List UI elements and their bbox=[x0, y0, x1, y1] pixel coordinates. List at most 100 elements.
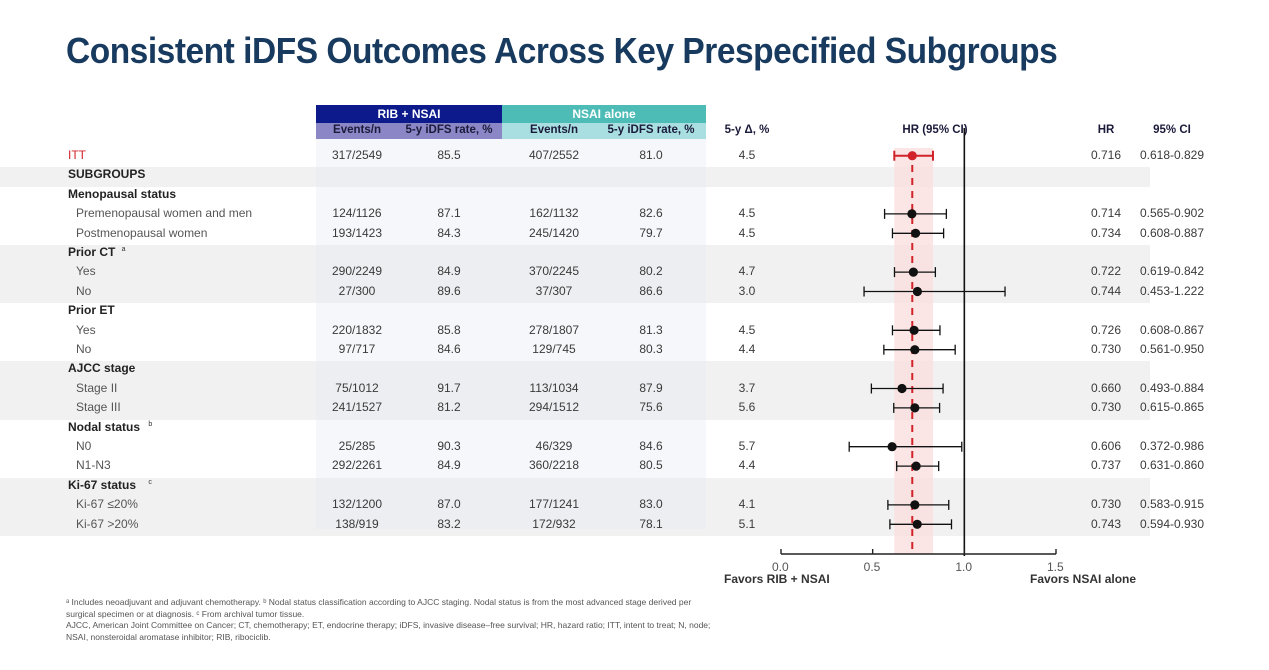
rib-rate-cell: 87.1 bbox=[437, 206, 461, 221]
hr-point bbox=[909, 325, 919, 335]
row-label: Prior CT bbox=[68, 245, 116, 259]
table-row: Premenopausal women and men 124/1126 87.1 1… bbox=[0, 204, 1269, 223]
favors-right-label: Favors NSAI alone bbox=[1030, 572, 1137, 586]
rib-rate-cell: 84.9 bbox=[437, 264, 461, 279]
col-header-nsai-events: Events/n bbox=[530, 124, 578, 136]
footnote-abc: ᵃ Includes neoadjuvant and adjuvant chem… bbox=[66, 597, 692, 619]
rib-rate-cell: 84.6 bbox=[437, 342, 461, 356]
rib-events-cell: 27/300 bbox=[338, 283, 376, 298]
delta-cell: 3.7 bbox=[738, 380, 756, 395]
hr-cell: 0.730 bbox=[1090, 497, 1122, 512]
hr-cell: 0.716 bbox=[1090, 148, 1122, 162]
row-label: Menopausal status bbox=[68, 186, 177, 201]
delta-cell: 4.5 bbox=[738, 225, 756, 240]
delta-cell: 4.5 bbox=[738, 148, 756, 162]
row-label: Prior ET bbox=[68, 303, 115, 318]
ci-cell: 0.615-0.865 bbox=[1139, 400, 1205, 415]
footnote-marker: a bbox=[121, 246, 126, 253]
nsai-events-cell: 370/2245 bbox=[528, 264, 580, 279]
ci-cell: 0.631-0.860 bbox=[1139, 458, 1205, 473]
favors-left-label: Favors RIB + NSAI bbox=[724, 572, 830, 586]
nsai-events-cell: 129/745 bbox=[532, 342, 576, 356]
nsai-events-cell: 360/2218 bbox=[528, 458, 580, 473]
rib-events-cell: 220/1832 bbox=[331, 322, 383, 337]
nsai-rate-cell: 80.2 bbox=[639, 264, 663, 279]
table-row: No 97/717 84.6 129/745 80.3 4.4 0.730 0.561-0.9… bbox=[0, 340, 1269, 359]
hr-point bbox=[912, 519, 922, 529]
hr-cell: 0.606 bbox=[1090, 439, 1122, 453]
nsai-events-cell: 177/1241 bbox=[528, 497, 580, 512]
table-row: No 27/300 89.6 37/307 86.6 3.0 0.744 0.453-1.22… bbox=[0, 282, 1269, 301]
x-tick-label: 0.0 bbox=[772, 560, 789, 574]
row-label: Postmenopausal women bbox=[76, 225, 208, 240]
rib-events-cell: 290/2249 bbox=[331, 264, 383, 279]
ci-cell: 0.561-0.950 bbox=[1139, 342, 1205, 356]
table-row: Yes 290/2249 84.9 370/2245 80.2 4.7 0.722 0.619… bbox=[0, 262, 1269, 281]
nsai-alone-arm-header: NSAI alone bbox=[502, 105, 706, 123]
footnote-marker: c bbox=[148, 478, 152, 486]
hr-point bbox=[910, 500, 920, 510]
table-row: Postmenopausal women 193/1423 84.3 245/1420… bbox=[0, 224, 1269, 243]
hr-cell: 0.737 bbox=[1090, 458, 1122, 473]
row-label: Ki-67 ≤20% bbox=[76, 497, 138, 512]
hr-cell: 0.660 bbox=[1090, 380, 1122, 395]
table-row: Ki-67 >20% 138/919 83.2 172/932 78.1 5.1 0.743… bbox=[0, 515, 1269, 534]
table-row: N1-N3 292/2261 84.9 360/2218 80.5 4.4 0.737 0.6… bbox=[0, 456, 1269, 475]
nsai-rate-cell: 81.0 bbox=[639, 148, 663, 162]
x-tick-label: 0.5 bbox=[863, 560, 881, 574]
nsai-rate-cell: 84.6 bbox=[639, 439, 663, 453]
rib-events-cell: 193/1423 bbox=[331, 225, 383, 240]
delta-cell: 3.0 bbox=[738, 283, 756, 298]
delta-cell: 4.4 bbox=[738, 342, 756, 356]
ci-cell: 0.453-1.222 bbox=[1139, 283, 1205, 298]
nsai-events-cell: 113/1034 bbox=[529, 380, 579, 395]
nsai-rate-cell: 80.3 bbox=[639, 342, 663, 356]
col-header-hr-ci: HR (95% CI) bbox=[902, 124, 968, 136]
footnote-abbreviations: AJCC, American Joint Committee on Cancer… bbox=[66, 620, 711, 642]
nsai-rate-cell: 79.7 bbox=[639, 225, 663, 240]
hr-point bbox=[910, 403, 920, 413]
nsai-rate-cell: 75.6 bbox=[639, 400, 663, 415]
hr-cell: 0.730 bbox=[1090, 342, 1122, 356]
hr-cell: 0.730 bbox=[1090, 400, 1122, 415]
col-header-hr: HR bbox=[1097, 124, 1115, 136]
row-label: No bbox=[76, 342, 92, 356]
group-row: Prior ET bbox=[0, 301, 1269, 320]
hr-cell: 0.722 bbox=[1090, 264, 1122, 279]
itt-row: ITT 317/2549 85.5 407/2552 81.0 4.5 0.716 0.618… bbox=[0, 146, 1269, 165]
row-label: ITT bbox=[68, 148, 86, 162]
ci-cell: 0.493-0.884 bbox=[1139, 380, 1205, 395]
delta-cell: 5.7 bbox=[738, 439, 756, 453]
x-tick-label: 1.5 bbox=[1047, 560, 1064, 574]
rib-rate-cell: 89.6 bbox=[437, 283, 461, 298]
arm-columns-shading bbox=[316, 139, 706, 529]
group-row: Nodal status b bbox=[0, 418, 1269, 437]
hr-point bbox=[887, 442, 897, 452]
nsai-events-cell: 278/1807 bbox=[528, 322, 580, 337]
nsai-rate-cell: 87.9 bbox=[639, 380, 663, 395]
nsai-rate-cell: 83.0 bbox=[639, 497, 663, 512]
table-row: Stage III 241/1527 81.2 294/1512 75.6 5.6 0.73… bbox=[0, 398, 1269, 417]
footnotes: ᵃ Includes neoadjuvant and adjuvant chem… bbox=[66, 597, 716, 643]
row-label: Ki-67 >20% bbox=[76, 516, 139, 531]
rib-nsai-arm-header: RIB + NSAI bbox=[316, 105, 502, 123]
rib-events-cell: 124/1126 bbox=[332, 206, 382, 221]
hr-point bbox=[907, 209, 917, 219]
rib-subheader-bar bbox=[316, 123, 502, 139]
hr-cell: 0.743 bbox=[1090, 516, 1122, 531]
hr-cell: 0.726 bbox=[1090, 322, 1122, 337]
rib-events-cell: 25/285 bbox=[338, 439, 376, 453]
ci-cell: 0.372-0.986 bbox=[1139, 439, 1205, 453]
row-label: N0 bbox=[76, 439, 92, 453]
rib-events-cell: 241/1527 bbox=[331, 400, 383, 415]
nsai-events-cell: 162/1132 bbox=[529, 206, 579, 221]
hr-point bbox=[911, 461, 921, 471]
rib-events-cell: 75/1012 bbox=[335, 380, 379, 395]
rib-rate-cell: 90.3 bbox=[437, 439, 461, 453]
table-row: N0 25/285 90.3 46/329 84.6 5.7 0.606 0.372-0.98… bbox=[0, 437, 1269, 456]
ci-cell: 0.619-0.842 bbox=[1139, 264, 1205, 279]
rib-events-cell: 97/717 bbox=[338, 342, 376, 356]
row-band bbox=[0, 245, 1150, 304]
hr-point bbox=[910, 345, 920, 355]
hr-cell: 0.734 bbox=[1090, 225, 1122, 240]
